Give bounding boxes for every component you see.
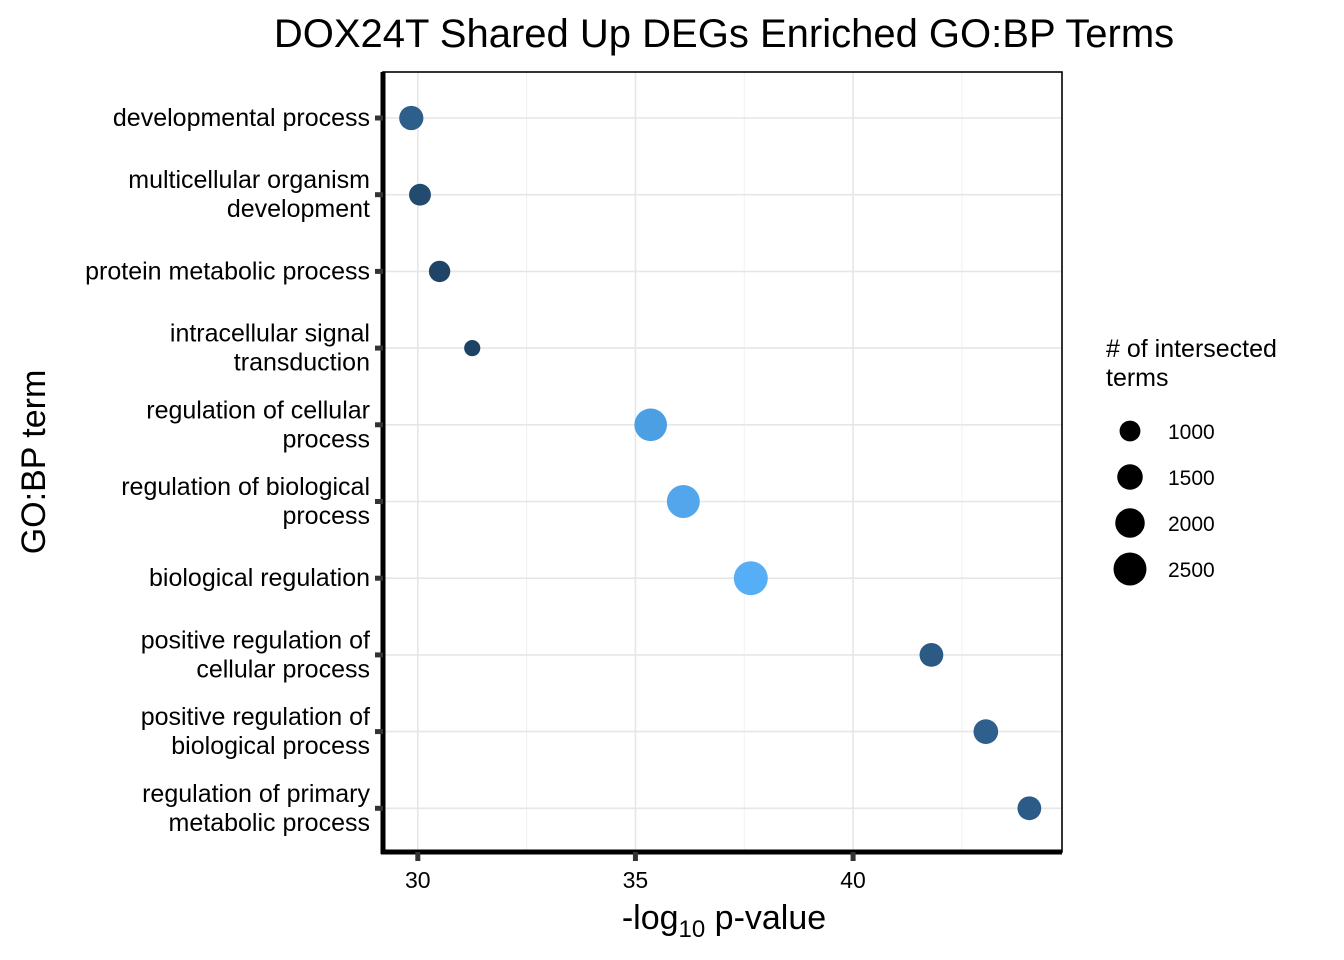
legend-title-line: # of intersected xyxy=(1106,335,1277,363)
legend-title-line: terms xyxy=(1106,364,1169,392)
y-tick-label: intracellular signal transduction xyxy=(170,320,370,377)
data-point xyxy=(399,105,424,131)
y-tick-label-line: process xyxy=(282,502,370,530)
data-point xyxy=(634,408,668,442)
y-axis-ticks: developmental process multicellular organ… xyxy=(85,104,383,837)
legend-label: 1000 xyxy=(1168,421,1215,444)
x-axis-title-suffix: p-value xyxy=(705,899,826,937)
legend-key xyxy=(1113,552,1147,586)
y-axis-title: GO:BP term xyxy=(15,370,53,555)
size-legend: # of intersected terms 1000 1500 2000 2500 xyxy=(1106,335,1277,586)
y-tick-label-line: biological regulation xyxy=(149,564,370,592)
y-tick-label: protein metabolic process xyxy=(85,257,370,285)
data-point xyxy=(919,643,944,667)
y-tick-label-line: regulation of biological xyxy=(121,473,370,501)
y-tick-label: regulation of primary metabolic process xyxy=(142,780,370,837)
x-tick-label: 35 xyxy=(623,867,649,893)
y-tick-label-line: positive regulation of xyxy=(141,626,370,654)
legend-key xyxy=(1119,420,1141,442)
y-tick-label-line: cellular process xyxy=(196,655,370,683)
y-tick-label: positive regulation of cellular process xyxy=(141,626,370,683)
y-tick-label-line: developmental process xyxy=(113,104,370,132)
y-tick-label-line: development xyxy=(227,195,370,223)
y-tick-label: positive regulation of biological process xyxy=(141,703,370,760)
legend-label: 1500 xyxy=(1168,467,1215,490)
data-point xyxy=(973,719,999,744)
legend-key xyxy=(1117,464,1143,490)
y-tick-label-line: protein metabolic process xyxy=(85,257,370,285)
y-tick-label: regulation of cellular process xyxy=(146,396,370,453)
data-point xyxy=(666,485,700,518)
y-tick-label-line: metabolic process xyxy=(169,809,370,837)
y-tick-label: regulation of biological process xyxy=(121,473,370,530)
y-tick-label: biological regulation xyxy=(149,564,370,592)
legend-key xyxy=(1115,508,1145,538)
data-point xyxy=(1017,796,1042,821)
data-point xyxy=(428,260,451,283)
x-axis-ticks: 30 35 40 xyxy=(405,852,866,893)
data-point xyxy=(409,183,431,206)
y-tick-label-line: process xyxy=(282,425,370,453)
x-axis-title-prefix: -log xyxy=(622,899,679,937)
y-tick-label: multicellular organism development xyxy=(128,166,370,223)
data-point xyxy=(733,561,768,596)
x-axis-title: -log10 p-value xyxy=(622,899,826,943)
x-axis-title-subscript: 10 xyxy=(679,916,706,943)
x-tick-label: 40 xyxy=(840,867,866,893)
data-points xyxy=(399,105,1042,821)
data-point xyxy=(464,340,481,357)
y-tick-label-line: transduction xyxy=(234,349,370,377)
y-tick-label: developmental process xyxy=(113,104,370,132)
x-tick-label: 30 xyxy=(405,867,431,893)
legend-label: 2000 xyxy=(1168,513,1215,536)
y-tick-label-line: regulation of cellular xyxy=(146,396,370,424)
y-tick-label-line: positive regulation of xyxy=(141,703,370,731)
grid xyxy=(383,72,1062,852)
y-tick-label-line: biological process xyxy=(171,732,370,760)
y-tick-label-line: multicellular organism xyxy=(128,166,370,194)
chart-title: DOX24T Shared Up DEGs Enriched GO:BP Ter… xyxy=(274,12,1174,56)
y-tick-label-line: regulation of primary xyxy=(142,780,370,808)
panel-border xyxy=(382,71,1063,853)
y-tick-label-line: intracellular signal xyxy=(170,320,370,348)
legend-label: 2500 xyxy=(1168,559,1215,582)
